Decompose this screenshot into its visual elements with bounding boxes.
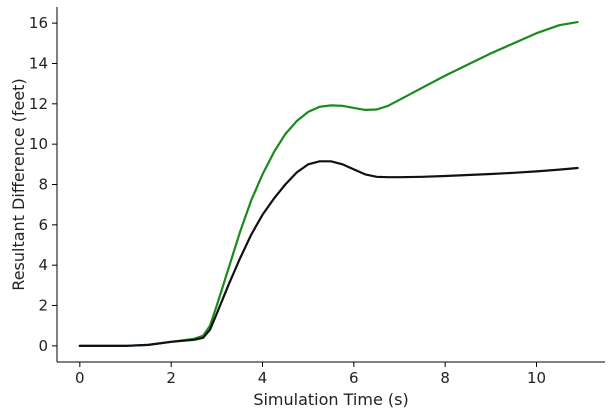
y-axis-title: Resultant Difference (feet): [9, 78, 28, 290]
y-axis-ticks: 0 2 4 6 8 10 12 14 16: [29, 14, 57, 355]
x-axis-ticks: 0 2 4 6 8 10: [75, 362, 546, 387]
plot-series-group: [78, 21, 579, 347]
x-tick-label: 10: [527, 369, 546, 387]
y-tick-label: 12: [29, 95, 48, 113]
x-tick-label: 8: [440, 369, 450, 387]
series-line-2: [78, 160, 579, 347]
y-tick-label: 2: [38, 297, 48, 315]
y-tick-label: 16: [29, 14, 48, 32]
y-tick-label: 14: [29, 54, 48, 72]
x-tick-label: 2: [166, 369, 176, 387]
y-tick-label: 10: [29, 135, 48, 153]
y-tick-label: 4: [38, 256, 48, 274]
x-tick-label: 0: [75, 369, 85, 387]
y-tick-label: 0: [38, 337, 48, 355]
y-tick-label: 6: [38, 216, 48, 234]
x-axis-title: Simulation Time (s): [253, 390, 408, 409]
y-tick-label: 8: [38, 176, 48, 194]
x-tick-label: 6: [349, 369, 359, 387]
x-tick-label: 4: [258, 369, 268, 387]
series-line-1: [78, 21, 579, 347]
